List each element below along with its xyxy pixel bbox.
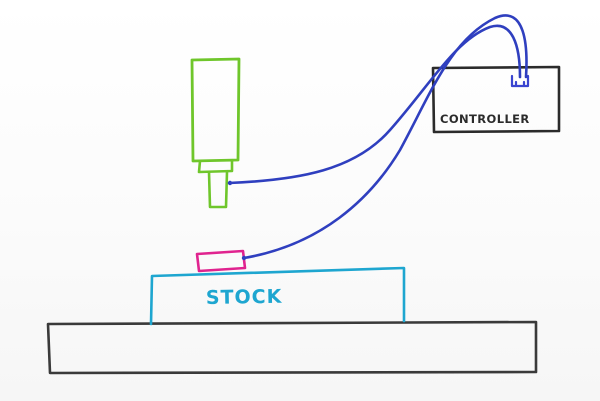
stock-label: STOCK [206,286,283,309]
machine-table [46,320,538,375]
stock-block [149,266,406,326]
controller-box [431,65,561,134]
contact-plate [195,249,247,273]
controller-connector [510,74,530,88]
wire-plate-to-controller [242,14,528,260]
spindle-wire-terminal [227,180,233,186]
wire-spindle-to-controller [227,24,522,185]
cutter-bit [207,170,229,209]
spindle-body [190,57,241,163]
spindle-collet [197,159,234,174]
controller-label: CONTROLLER [440,112,530,126]
plate-wire-terminal [241,255,247,261]
